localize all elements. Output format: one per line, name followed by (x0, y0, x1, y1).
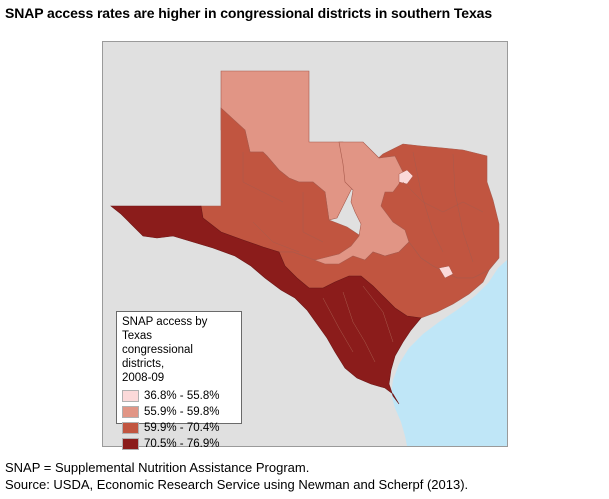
footnote-source: Source: USDA, Economic Research Service … (5, 477, 469, 492)
legend-label: 36.8% - 55.8% (144, 390, 220, 402)
legend-swatch (122, 438, 139, 450)
gulf-of-mexico (391, 260, 507, 446)
legend-swatch (122, 406, 139, 418)
legend-item: 55.9% - 59.8% (122, 404, 237, 420)
legend-swatch (122, 390, 139, 402)
legend-title: SNAP access by Texas congressional distr… (122, 315, 237, 385)
district-south-west (110, 205, 422, 405)
district-borders (242, 151, 484, 363)
district-dallas-small (398, 169, 414, 185)
legend-title-line-1: SNAP access by Texas (122, 316, 208, 342)
texas-map-svg (110, 70, 507, 446)
legend-label: 70.5% - 76.9% (144, 438, 220, 450)
legend-item: 36.8% - 55.8% (122, 388, 237, 404)
legend-swatch (122, 422, 139, 434)
footnote-abbreviation: SNAP = Supplemental Nutrition Assistance… (5, 460, 310, 475)
district-houston-small (438, 265, 454, 279)
legend-title-line-3: 2008-09 (122, 372, 165, 384)
chart-title: SNAP access rates are higher in congress… (5, 5, 493, 21)
footnotes: SNAP = Supplemental Nutrition Assistance… (5, 459, 468, 493)
legend-title-line-2: congressional districts, (122, 344, 193, 370)
legend-item: 59.9% - 70.4% (122, 420, 237, 436)
legend-item: 70.5% - 76.9% (122, 436, 237, 452)
map-legend: SNAP access by Texas congressional distr… (116, 311, 242, 450)
legend-label: 55.9% - 59.8% (144, 406, 220, 418)
legend-label: 59.9% - 70.4% (144, 422, 220, 434)
